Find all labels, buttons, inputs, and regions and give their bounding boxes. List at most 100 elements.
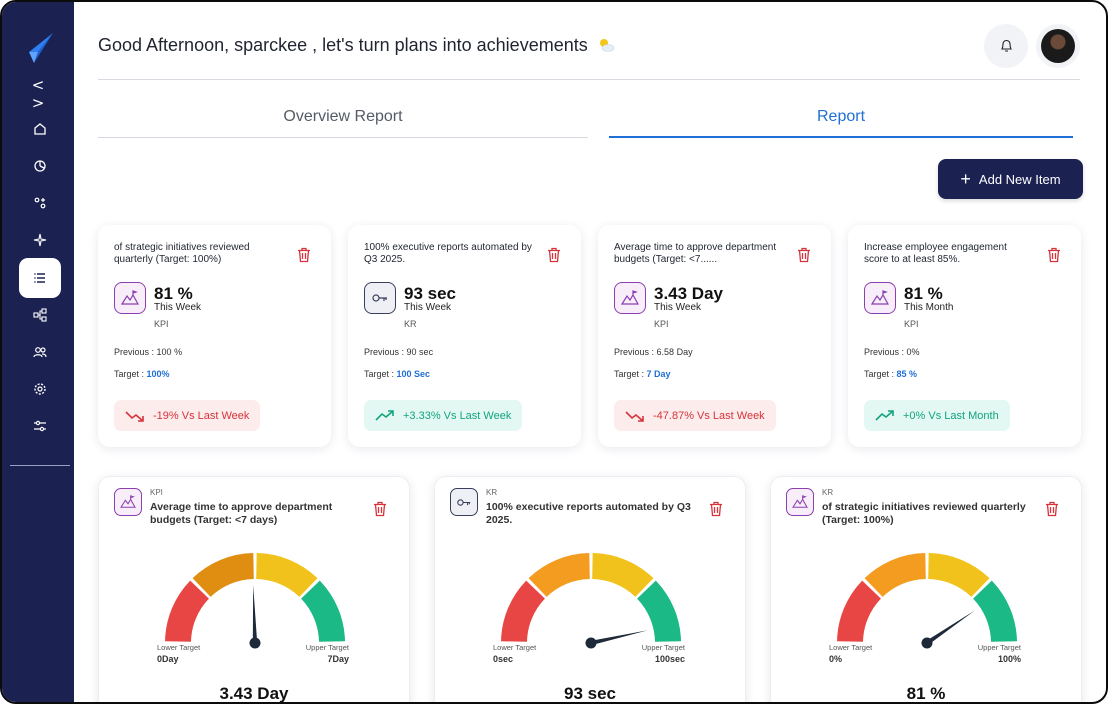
gauge-value: 3.43 Day [219, 684, 289, 703]
kpi-mountain-icon [786, 488, 814, 516]
card-title: 100% executive reports automated by Q3 2… [364, 242, 532, 265]
sidebar-item-hierarchy[interactable] [19, 295, 61, 335]
users-icon [33, 347, 47, 358]
sidebar-item-dashboard[interactable] [19, 146, 61, 186]
sidebar-divider [10, 465, 70, 466]
gauge-segment-yellow [928, 553, 990, 597]
tab-overview-report[interactable]: Overview Report [98, 100, 588, 138]
pie-chart-icon [34, 160, 46, 172]
list-icon [34, 273, 45, 283]
gauge-card: KR of strategic initiatives reviewed qua… [770, 476, 1082, 702]
previous-value: Previous : 100 % [114, 347, 183, 357]
add-new-item-button[interactable]: + Add New Item [938, 159, 1083, 199]
gauge-dial [165, 553, 345, 649]
card-title: Average time to approve department budge… [614, 242, 777, 265]
sidebar-item-filters[interactable] [19, 406, 61, 446]
upper-target-label: Upper Target [641, 643, 685, 652]
previous-value: Previous : 6.58 Day [614, 347, 693, 357]
gauge-segment-yellow [592, 553, 654, 597]
kpi-mountain-icon [864, 282, 896, 314]
hierarchy-icon [33, 308, 47, 322]
greeting-text: Good Afternoon, sparckee , let's turn pl… [98, 35, 588, 55]
gauge-segment-green [973, 580, 1017, 642]
kpi-card: 100% executive reports automated by Q3 2… [348, 225, 581, 447]
kpi-type: KR [404, 319, 417, 329]
gauge-type: KR [822, 488, 834, 497]
gauge-card: KR 100% executive reports automated by Q… [434, 476, 746, 703]
sidebar-item-ai[interactable] [19, 220, 61, 260]
gauge-title: 100% executive reports automated by Q3 2… [486, 501, 691, 526]
previous-value: Previous : 90 sec [364, 347, 434, 357]
upper-target-label: Upper Target [977, 643, 1021, 652]
gauge-segment-red [837, 580, 881, 642]
sidebar-item-reports[interactable] [19, 258, 61, 298]
kpi-type: KPI [904, 319, 919, 329]
gauge-title: of strategic initiatives reviewed quarte… [822, 501, 1026, 526]
tab-report[interactable]: Report [609, 100, 1073, 138]
kr-key-icon [450, 488, 478, 516]
kpi-mountain-icon [114, 488, 142, 516]
gauge-segment-green [637, 580, 681, 642]
delete-icon[interactable] [1045, 501, 1059, 517]
lower-target-label: Lower Target [157, 643, 201, 652]
lower-target-value: 0Day [157, 654, 179, 664]
gauge-needle [925, 610, 975, 645]
kpi-card: of strategic initiatives reviewed quarte… [98, 225, 331, 447]
sidebar-item-teams[interactable] [19, 332, 61, 372]
gauge-segment-green [301, 580, 345, 642]
sidebar-item-home[interactable] [19, 109, 61, 149]
gauge-segment-red [165, 580, 209, 642]
gauge-segment-red [501, 580, 545, 642]
upper-target-value: 100% [997, 654, 1021, 664]
sidebar-item-goals[interactable] [19, 183, 61, 223]
trend-down-icon [625, 410, 644, 422]
gauge-hub [921, 637, 933, 649]
collapse-toggle-icon[interactable]: < > [31, 76, 45, 112]
kpi-value: 3.43 Day [654, 284, 723, 303]
avatar[interactable] [1036, 24, 1080, 68]
upper-target-value: 7Day [327, 654, 349, 664]
gauge-segment-orange [528, 553, 590, 597]
kpi-value: 81 % [904, 284, 943, 303]
kpi-period: This Week [654, 302, 702, 313]
kpi-value: 93 sec [404, 284, 456, 303]
sliders-icon [34, 420, 46, 432]
page-title: Good Afternoon, sparckee , let's turn pl… [98, 35, 615, 58]
card-title: Increase employee engagement score to at… [864, 242, 1007, 265]
kpi-mountain-icon [114, 282, 146, 314]
upper-target-value: 100sec [654, 654, 685, 664]
target-value: Target : 85 % [864, 369, 918, 379]
logo-icon[interactable] [26, 32, 54, 64]
bell-icon [1000, 39, 1012, 52]
trend-badge: +3.33% Vs Last Week [364, 400, 523, 431]
add-new-item-label: Add New Item [978, 171, 1061, 187]
trend-badge: +0% Vs Last Month [864, 400, 1010, 431]
trend-up-icon [375, 409, 394, 421]
kpi-type: KPI [654, 319, 669, 329]
gauge-value: 93 sec [564, 684, 616, 703]
lower-target-value: 0% [829, 654, 843, 664]
gauge-dial [837, 553, 1017, 649]
target-value: Target : 100 Sec [364, 369, 431, 379]
lower-target-label: Lower Target [829, 643, 873, 652]
gauge-type: KR [486, 488, 498, 497]
gauge-needle [590, 630, 648, 646]
trend-badge: -19% Vs Last Week [114, 400, 261, 431]
delete-icon[interactable] [709, 501, 723, 517]
delete-icon[interactable] [373, 501, 387, 517]
gauge-hub [585, 637, 597, 649]
delete-icon[interactable] [797, 247, 811, 263]
delete-icon[interactable] [547, 247, 561, 263]
gauge-needle [252, 585, 258, 644]
kpi-card: Average time to approve department budge… [598, 225, 831, 447]
target-icon [34, 197, 46, 209]
sidebar-item-settings[interactable] [19, 369, 61, 409]
delete-icon[interactable] [1047, 247, 1061, 263]
kpi-type: KPI [154, 319, 169, 329]
kpi-mountain-icon [614, 282, 646, 314]
delete-icon[interactable] [297, 247, 311, 263]
kr-key-icon [364, 282, 396, 314]
report-tabs: Overview Report Report [98, 100, 1073, 140]
gauge-dial [501, 553, 681, 649]
notification-button[interactable] [984, 24, 1028, 68]
